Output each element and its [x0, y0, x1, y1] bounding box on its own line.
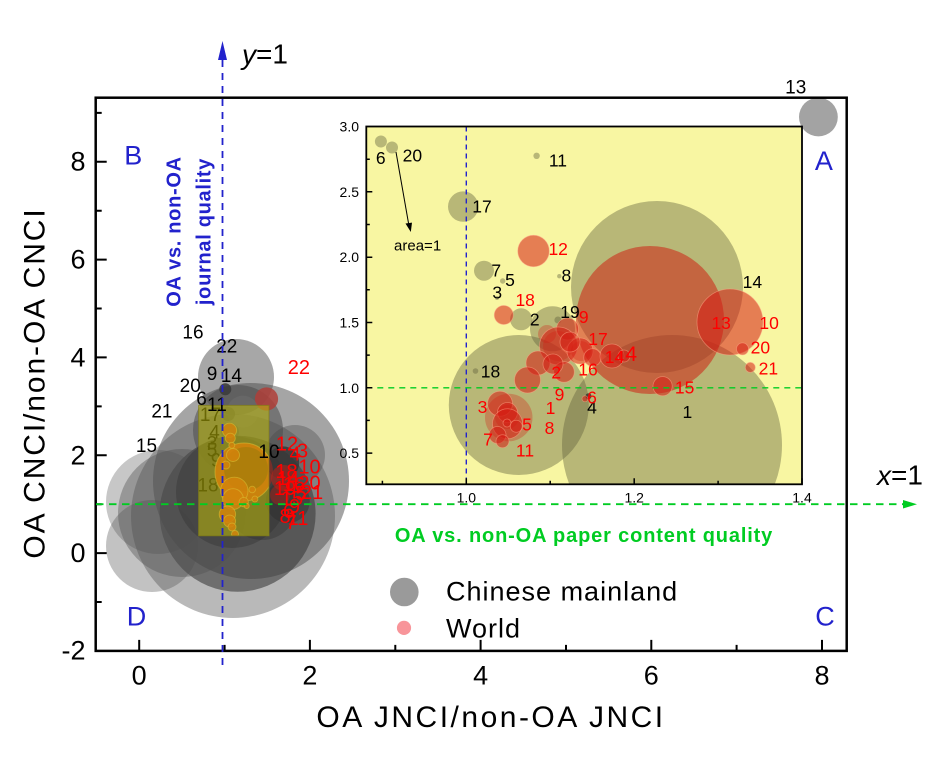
svg-text:16: 16 [283, 474, 305, 496]
svg-text:0.5: 0.5 [340, 445, 360, 461]
svg-text:8: 8 [562, 266, 572, 286]
svg-text:19: 19 [560, 302, 579, 322]
svg-text:8: 8 [279, 506, 290, 528]
svg-text:12: 12 [276, 434, 298, 456]
svg-text:1.0: 1.0 [340, 380, 360, 396]
svg-text:y=1: y=1 [240, 39, 288, 70]
svg-text:10: 10 [759, 313, 779, 333]
svg-text:7: 7 [491, 261, 501, 281]
svg-text:1: 1 [683, 402, 693, 422]
svg-text:6: 6 [587, 388, 597, 408]
svg-text:18: 18 [275, 461, 297, 483]
svg-text:4: 4 [70, 342, 85, 372]
svg-text:OA vs. non-OA paper content qu: OA vs. non-OA paper content quality [395, 525, 773, 547]
svg-text:19: 19 [274, 478, 296, 500]
svg-text:area=1: area=1 [394, 238, 441, 255]
svg-text:10: 10 [298, 457, 320, 479]
svg-text:20: 20 [298, 473, 320, 495]
svg-text:10: 10 [258, 442, 279, 463]
svg-text:3: 3 [492, 283, 502, 303]
svg-text:3: 3 [297, 441, 308, 463]
svg-text:11: 11 [516, 441, 534, 461]
svg-text:2.5: 2.5 [340, 184, 360, 200]
svg-text:6: 6 [644, 661, 659, 691]
svg-text:15: 15 [675, 378, 694, 398]
svg-text:11: 11 [288, 508, 309, 530]
svg-text:Chinese mainland: Chinese mainland [446, 577, 678, 607]
svg-text:17: 17 [588, 329, 607, 349]
svg-text:17: 17 [472, 197, 491, 217]
svg-text:14: 14 [743, 272, 763, 292]
svg-text:9: 9 [555, 385, 565, 405]
svg-text:6: 6 [70, 245, 85, 275]
svg-text:13: 13 [785, 78, 806, 99]
svg-text:18: 18 [481, 361, 500, 381]
svg-text:21: 21 [759, 358, 778, 378]
svg-text:OA CNCI/non-OA CNCI: OA CNCI/non-OA CNCI [19, 207, 52, 558]
svg-text:4: 4 [473, 661, 488, 691]
svg-text:2: 2 [302, 661, 317, 691]
svg-text:11: 11 [207, 395, 227, 416]
svg-text:1.2: 1.2 [624, 490, 644, 506]
svg-text:21: 21 [151, 402, 172, 423]
svg-text:4: 4 [625, 343, 637, 366]
svg-text:7: 7 [483, 430, 493, 450]
svg-text:5: 5 [295, 483, 306, 505]
svg-text:x=1: x=1 [875, 460, 923, 491]
svg-text:1: 1 [546, 398, 556, 418]
svg-text:20: 20 [751, 337, 771, 357]
svg-text:6: 6 [196, 389, 207, 410]
svg-text:D: D [127, 602, 147, 632]
svg-text:journal quality: journal quality [193, 158, 215, 306]
svg-text:0: 0 [132, 661, 147, 691]
svg-text:1.5: 1.5 [340, 315, 360, 331]
svg-text:22: 22 [288, 357, 310, 379]
svg-text:14: 14 [221, 366, 243, 387]
svg-text:12: 12 [548, 239, 567, 259]
svg-text:B: B [124, 141, 142, 171]
svg-text:5: 5 [505, 270, 515, 290]
svg-text:20: 20 [180, 376, 201, 397]
svg-text:21: 21 [301, 482, 323, 504]
svg-text:8: 8 [814, 661, 829, 691]
svg-text:OA vs. non-OA: OA vs. non-OA [164, 156, 186, 307]
svg-text:2: 2 [70, 440, 85, 470]
svg-text:3: 3 [478, 397, 488, 417]
svg-text:9: 9 [289, 496, 300, 518]
svg-text:C: C [815, 602, 835, 632]
svg-text:4: 4 [587, 398, 597, 418]
svg-text:World: World [446, 614, 521, 644]
svg-text:14: 14 [605, 347, 625, 367]
svg-text:2: 2 [530, 309, 540, 329]
svg-text:1.4: 1.4 [792, 490, 812, 506]
svg-text:11: 11 [549, 151, 567, 171]
svg-text:OA JNCI/non-OA JNCI: OA JNCI/non-OA JNCI [316, 701, 665, 734]
svg-text:8: 8 [545, 418, 555, 438]
svg-text:14: 14 [277, 468, 299, 490]
svg-text:6: 6 [376, 148, 386, 168]
svg-text:1.0: 1.0 [457, 490, 477, 506]
svg-text:5: 5 [522, 415, 532, 435]
svg-text:9: 9 [579, 307, 589, 327]
svg-text:18: 18 [515, 290, 534, 310]
svg-text:13: 13 [711, 313, 730, 333]
svg-text:16: 16 [578, 360, 597, 380]
svg-text:16: 16 [182, 323, 203, 344]
svg-text:15: 15 [136, 436, 157, 457]
svg-text:0: 0 [70, 538, 85, 568]
svg-text:2.0: 2.0 [340, 249, 360, 265]
svg-text:9: 9 [207, 364, 218, 385]
svg-text:3.0: 3.0 [340, 119, 360, 135]
svg-text:20: 20 [403, 145, 423, 165]
svg-text:22: 22 [216, 337, 237, 358]
svg-text:6: 6 [283, 501, 294, 523]
svg-text:7: 7 [285, 512, 296, 534]
svg-text:8: 8 [70, 147, 85, 177]
svg-text:2: 2 [551, 363, 561, 383]
svg-text:-2: -2 [61, 635, 85, 665]
svg-text:4: 4 [289, 444, 300, 466]
svg-text:A: A [815, 146, 833, 176]
